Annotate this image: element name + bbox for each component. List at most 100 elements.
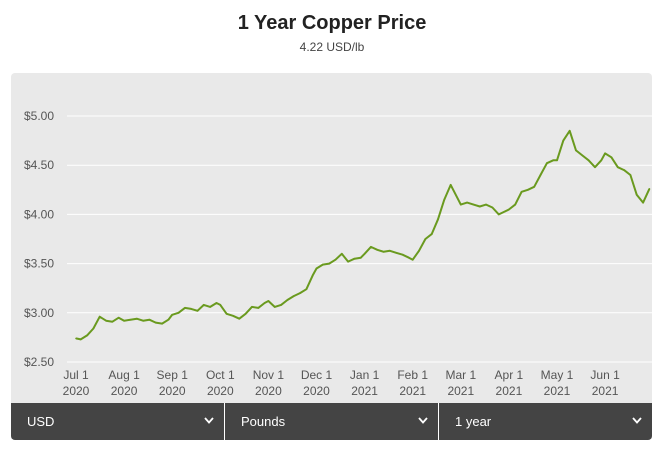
range-select-label: 1 year	[455, 414, 492, 429]
data-point	[117, 316, 120, 319]
data-point	[280, 304, 282, 306]
data-point	[190, 308, 192, 310]
data-point	[286, 299, 289, 301]
data-point	[267, 300, 270, 302]
data-point	[514, 203, 516, 206]
data-point	[328, 262, 331, 265]
data-point	[642, 201, 644, 204]
x-tick-label: Jul 1	[63, 368, 89, 382]
x-tick-year: 2021	[496, 384, 523, 398]
data-point	[292, 295, 295, 297]
x-tick-year: 2020	[63, 384, 90, 398]
data-point	[257, 307, 260, 309]
data-point	[635, 193, 638, 196]
data-point	[498, 213, 500, 216]
unit-select[interactable]: Pounds	[225, 403, 439, 440]
data-point	[449, 184, 452, 186]
data-point	[353, 257, 356, 260]
x-tick-year: 2020	[159, 384, 186, 398]
data-point	[184, 307, 186, 309]
range-select[interactable]: 1 year	[439, 403, 652, 440]
data-point	[395, 252, 398, 254]
data-point	[111, 320, 114, 323]
chevron-down-icon	[418, 403, 430, 440]
x-tick-label: Oct 1	[206, 368, 235, 382]
data-point	[546, 162, 548, 164]
data-point	[238, 317, 241, 320]
data-point	[370, 246, 372, 248]
data-point	[273, 306, 276, 308]
x-tick-label: Dec 1	[301, 368, 333, 382]
data-point	[263, 302, 266, 304]
y-tick-label: $4.00	[24, 207, 54, 221]
data-point	[600, 159, 603, 162]
data-point	[485, 203, 487, 206]
data-point	[418, 250, 420, 252]
data-point	[479, 205, 481, 208]
data-point	[460, 203, 462, 206]
x-tick-label: Sep 1	[157, 368, 189, 382]
data-point	[508, 208, 510, 211]
x-tick-label: Apr 1	[495, 368, 524, 382]
data-point	[575, 149, 577, 152]
data-point	[556, 159, 558, 162]
data-point	[123, 319, 125, 322]
data-point	[408, 256, 410, 259]
x-tick-year: 2020	[111, 384, 138, 398]
x-tick-year: 2020	[255, 384, 282, 398]
data-point	[347, 260, 349, 263]
y-tick-label: $3.50	[24, 257, 54, 271]
data-point	[389, 250, 391, 252]
x-tick-year: 2021	[351, 384, 378, 398]
x-tick-label: May 1	[541, 368, 574, 382]
data-point	[341, 253, 343, 255]
data-point	[610, 156, 613, 159]
data-point	[533, 186, 535, 188]
data-point	[177, 312, 180, 314]
data-point	[360, 256, 362, 259]
data-point	[376, 249, 379, 251]
data-point	[648, 188, 651, 190]
data-point	[527, 189, 529, 191]
data-point	[98, 315, 101, 318]
currency-select[interactable]: USD	[11, 403, 225, 440]
data-point	[617, 166, 619, 168]
chevron-down-icon	[204, 403, 216, 440]
data-point	[161, 322, 163, 325]
x-tick-year: 2021	[592, 384, 619, 398]
x-tick-year: 2021	[544, 384, 571, 398]
data-point	[437, 218, 439, 221]
price-line	[75, 129, 651, 341]
data-point	[148, 318, 151, 321]
data-point	[209, 306, 211, 308]
x-tick-year: 2021	[447, 384, 474, 398]
data-point	[504, 210, 506, 213]
data-point	[472, 203, 475, 206]
data-point	[129, 318, 132, 321]
data-point	[215, 302, 218, 304]
data-point	[587, 159, 590, 162]
data-point	[401, 253, 404, 256]
data-point	[568, 130, 571, 132]
x-tick-year: 2020	[207, 384, 234, 398]
data-point	[315, 267, 318, 270]
data-point	[196, 310, 199, 312]
data-point	[629, 174, 632, 176]
data-point	[232, 315, 234, 317]
data-point	[382, 251, 385, 253]
x-tick-label: Nov 1	[253, 368, 285, 382]
data-point	[562, 139, 565, 142]
x-tick-label: Mar 1	[445, 368, 476, 382]
currency-select-label: USD	[27, 414, 55, 429]
data-point	[142, 319, 144, 322]
x-tick-label: Feb 1	[397, 368, 428, 382]
data-point	[299, 292, 301, 294]
data-point	[334, 258, 337, 261]
data-point	[411, 258, 414, 261]
chart-title: 1 Year Copper Price	[237, 12, 427, 34]
data-point	[466, 201, 468, 204]
y-tick-label: $5.00	[24, 109, 54, 123]
x-tick-label: Jan 1	[350, 368, 380, 382]
data-point	[581, 154, 584, 157]
chart-controls: USD Pounds 1 year	[11, 403, 652, 440]
